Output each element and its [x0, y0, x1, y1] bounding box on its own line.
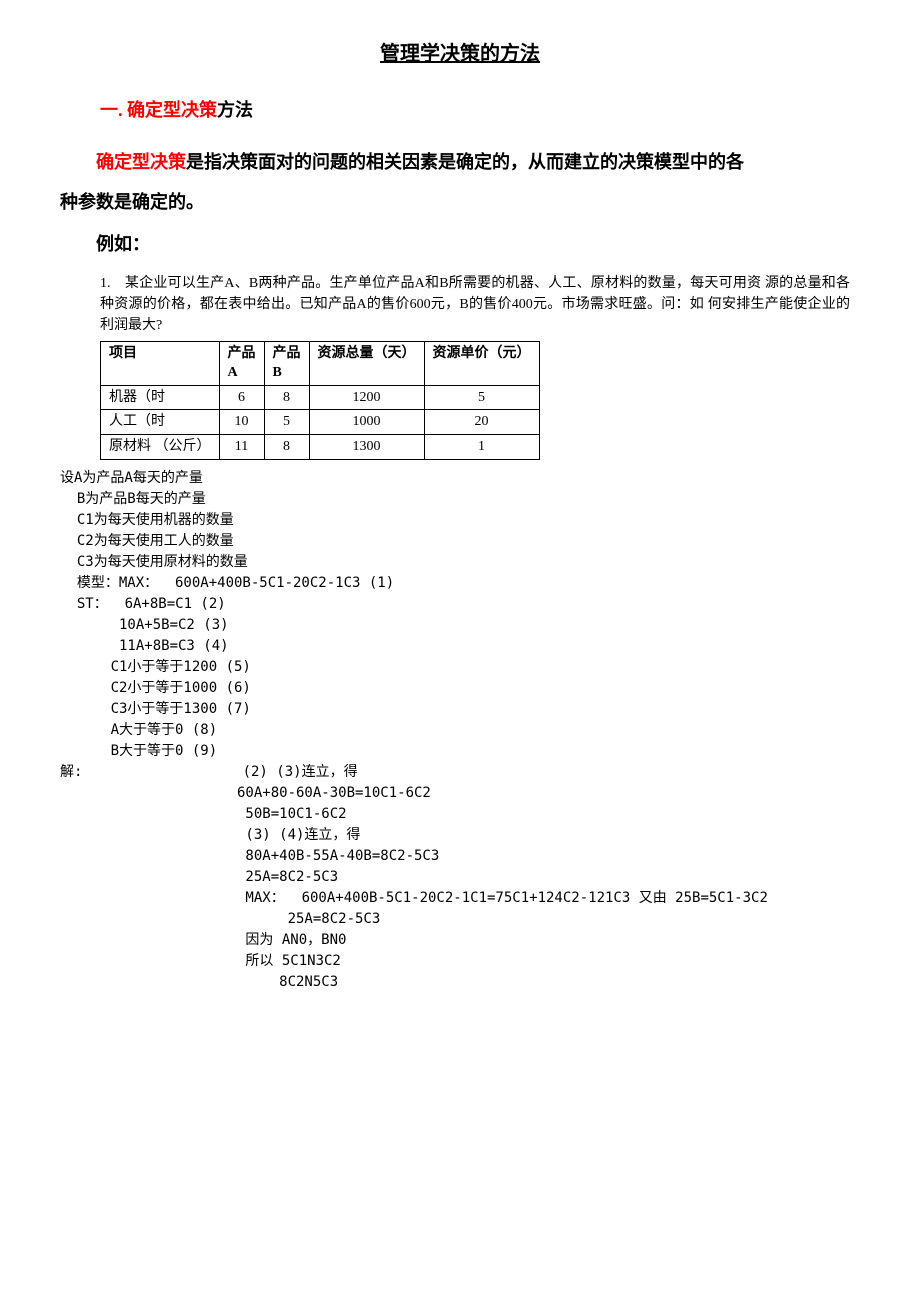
cell: 8 [264, 385, 309, 410]
cell: 原材料 （公斤） [101, 434, 220, 459]
heading-black: 方法 [217, 100, 253, 120]
cell: 6 [219, 385, 264, 410]
cell: 1300 [309, 434, 424, 459]
th-price: 资源单价（元） [424, 341, 539, 385]
intro-rest: 是指决策面对的问题的相关因素是确定的，从而建立的决策模型中的各 [186, 152, 744, 172]
cell: 20 [424, 410, 539, 435]
intro-paragraph: 确定型决策是指决策面对的问题的相关因素是确定的，从而建立的决策模型中的各 种参数… [60, 143, 860, 222]
intro-line2: 种参数是确定的。 [60, 183, 860, 223]
th-item: 项目 [101, 341, 220, 385]
cell: 8 [264, 434, 309, 459]
intro-red: 确定型决策 [96, 152, 186, 172]
cell: 机器（时 [101, 385, 220, 410]
table-row: 机器（时 6 8 1200 5 [101, 385, 540, 410]
th-total: 资源总量（天） [309, 341, 424, 385]
cell: 5 [424, 385, 539, 410]
cell: 10 [219, 410, 264, 435]
model-block: 设A为产品A每天的产量 B为产品B每天的产量 C1为每天使用机器的数量 C2为每… [60, 468, 860, 993]
cell: 人工（时 [101, 410, 220, 435]
cell: 1200 [309, 385, 424, 410]
table-row: 人工（时 10 5 1000 20 [101, 410, 540, 435]
th-prod-a: 产品A [219, 341, 264, 385]
th-prod-b: 产品B [264, 341, 309, 385]
example-label: 例如： [96, 232, 860, 257]
cell: 11 [219, 434, 264, 459]
table-header: 项目 产品A 产品B 资源总量（天） 资源单价（元） [101, 341, 540, 385]
section-heading: 一. 确定型决策方法 [100, 98, 860, 123]
resource-table: 项目 产品A 产品B 资源总量（天） 资源单价（元） 机器（时 6 8 1200… [100, 341, 540, 460]
problem-text: 1. 某企业可以生产A、B两种产品。生产单位产品A和B所需要的机器、人工、原材料… [100, 273, 850, 336]
cell: 1 [424, 434, 539, 459]
heading-red: 一. 确定型决策 [100, 100, 217, 120]
table-row: 原材料 （公斤） 11 8 1300 1 [101, 434, 540, 459]
page-title: 管理学决策的方法 [60, 40, 860, 68]
cell: 1000 [309, 410, 424, 435]
cell: 5 [264, 410, 309, 435]
